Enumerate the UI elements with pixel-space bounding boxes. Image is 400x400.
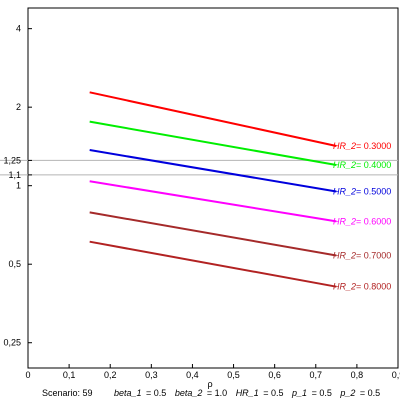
series-label-prefix: HR_2: [333, 141, 356, 151]
series-label-0: HR_2= 0.3000: [333, 141, 391, 151]
series-label-4: HR_2= 0.7000: [333, 250, 391, 260]
series-label-5: HR_2= 0.8000: [333, 282, 391, 292]
p1-value: = 0.5: [312, 388, 332, 398]
series-label-prefix: HR_2: [333, 160, 356, 170]
p1-name: p_1: [291, 388, 307, 398]
series-label-value: = 0.8000: [356, 282, 391, 292]
series-label-prefix: HR_2: [333, 282, 356, 292]
x-tick-label: 0: [25, 370, 30, 380]
y-axis: 0,25 0,5 11,1 1,25 2 4: [3, 24, 32, 348]
scenario-caption: Scenario: 59 beta_1 = 0.5 beta_2 = 1.0 H…: [42, 388, 380, 398]
x-tick-label: 0,9: [392, 370, 400, 380]
beta2-value: = 1.0: [207, 388, 227, 398]
series-label-value: = 0.6000: [356, 216, 391, 226]
x-tick-label: 0,8: [351, 370, 364, 380]
series-label-value: = 0.3000: [356, 141, 391, 151]
series-line-3: [89, 180, 337, 223]
x-tick-label: 0,1: [63, 370, 76, 380]
y-tick-label: 1,1: [8, 170, 21, 180]
series-label-prefix: HR_2: [333, 250, 356, 260]
x-tick-label: 0,3: [145, 370, 158, 380]
y-tick-label: 0,5: [8, 259, 21, 269]
y-tick-label: 0,25: [3, 338, 21, 348]
series-line-1: [89, 120, 337, 167]
x-tick-label: 0,6: [268, 370, 281, 380]
x-tick-label: 0,4: [186, 370, 199, 380]
scenario-text: Scenario: 59: [42, 388, 93, 398]
x-tick-label: 0,5: [227, 370, 240, 380]
x-tick-label: 0,2: [104, 370, 117, 380]
beta1-value: = 0.5: [146, 388, 166, 398]
hr1-name: HR_1: [236, 388, 259, 398]
series-label-value: = 0.5000: [356, 186, 391, 196]
x-axis-label: ρ: [207, 379, 212, 389]
x-axis: 0 0,1 0,2 0,3 0,4 0,5 0,6 0,7 0,8 0,9: [25, 364, 400, 380]
y-tick-label: 1: [16, 181, 21, 191]
series-line-4: [89, 211, 337, 257]
series-line-0: [89, 91, 337, 147]
hr1-value: = 0.5: [263, 388, 283, 398]
series-label-2: HR_2= 0.5000: [333, 186, 391, 196]
series-label-3: HR_2= 0.6000: [333, 216, 391, 226]
p2-name: p_2: [339, 388, 355, 398]
series-line-2: [89, 149, 337, 193]
y-tick-label: 2: [16, 102, 21, 112]
y-tick-label: 4: [16, 24, 21, 34]
series-lines: [89, 91, 337, 288]
reference-lines: [0, 159, 398, 176]
plot-frame: [27, 7, 399, 369]
series-label-value: = 0.4000: [356, 160, 391, 170]
x-tick-label: 0,7: [310, 370, 323, 380]
y-tick-label: 1,25: [3, 155, 21, 165]
series-label-prefix: HR_2: [333, 216, 356, 226]
series-label-prefix: HR_2: [333, 186, 356, 196]
series-line-5: [89, 240, 337, 288]
series-label-value: = 0.7000: [356, 250, 391, 260]
beta1-name: beta_1: [114, 388, 142, 398]
series-label-1: HR_2= 0.4000: [333, 160, 391, 170]
p2-value: = 0.5: [360, 388, 380, 398]
beta2-name: beta_2: [175, 388, 203, 398]
